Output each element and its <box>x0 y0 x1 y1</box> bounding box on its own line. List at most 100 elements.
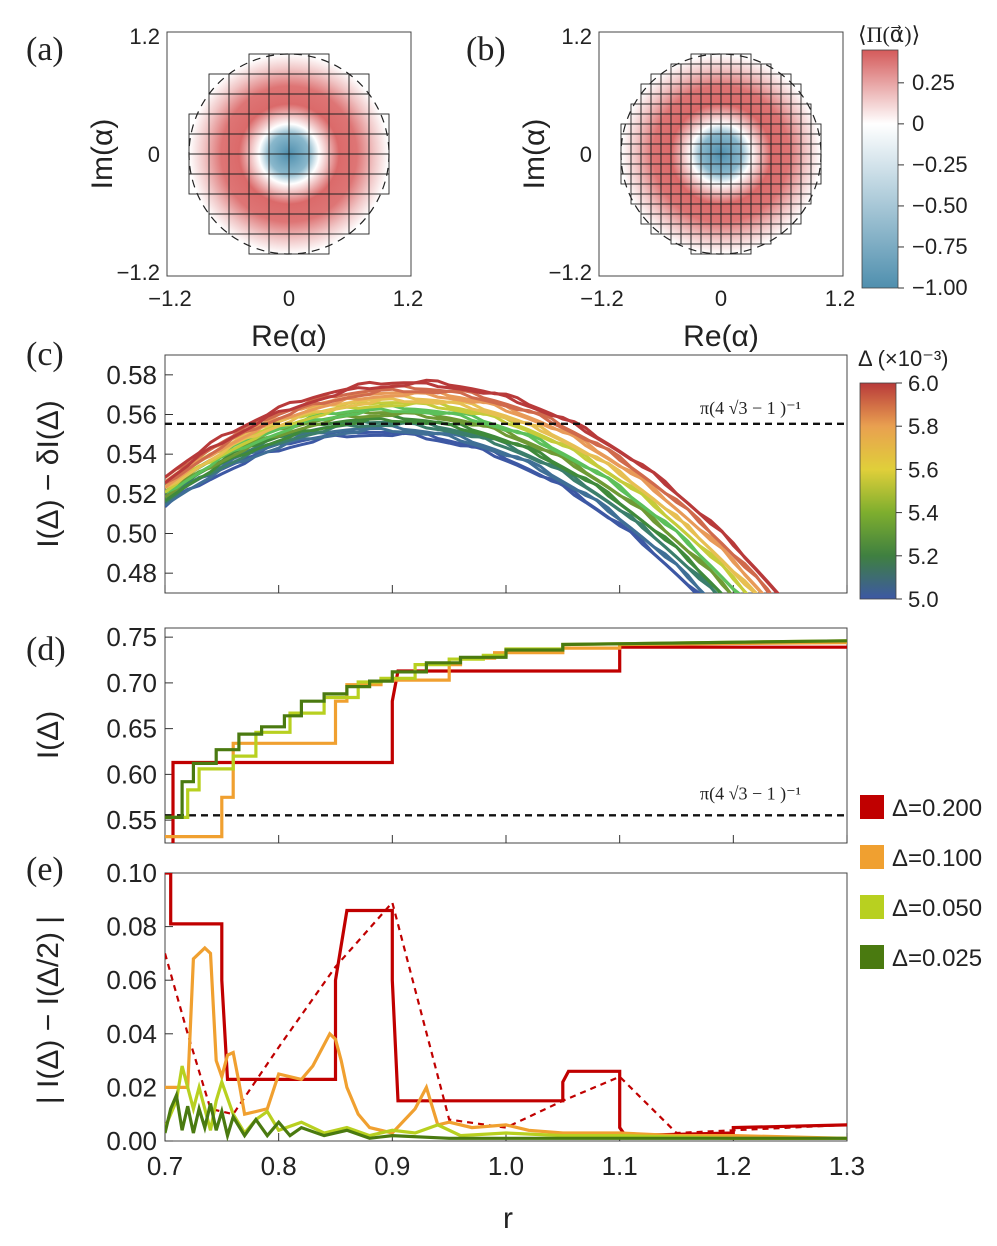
panel-a-xlabel: Re(α) <box>251 320 327 353</box>
panel-c: 0.480.500.520.540.560.58 π(4 √3 − 1 )⁻¹ … <box>32 346 949 612</box>
panel-a: 1.2 0 −1.2 −1.2 0 1.2 Re(α) Im(α) <box>86 24 423 353</box>
panel-b-ytick-bot: −1.2 <box>549 260 592 285</box>
panel-e: 0.00 0.02 0.04 0.06 0.08 0.10 0.7 0.8 0.9 1.0 1.1… <box>32 795 982 1235</box>
panel-d-series-line <box>171 645 847 843</box>
panel-c-lines <box>165 378 780 593</box>
panel-c-colorbar-ticks: 6.0 5.8 5.6 5.4 5.2 5.0 <box>896 371 939 612</box>
panel-b-grid-cell <box>760 63 772 75</box>
panel-c-series-line <box>165 431 702 593</box>
panel-e-xtick-label: 1.2 <box>715 1151 751 1181</box>
panel-label-a: (a) <box>26 31 64 68</box>
legend-swatch <box>860 945 884 969</box>
panel-e-ytick-label: 0.02 <box>106 1072 157 1102</box>
panel-a-grid-cell <box>308 53 330 75</box>
panel-e-ytick-label: 0.04 <box>106 1019 157 1049</box>
panel-c-series-line <box>165 387 771 593</box>
panel-b-grid-cell <box>740 53 752 65</box>
panel-e-series-line <box>165 1089 847 1141</box>
colorbar-b-tick-label: 0.25 <box>912 70 955 95</box>
panel-c-ytick-label: 0.54 <box>106 439 157 469</box>
colorbar-b-tick-label: 0 <box>912 111 924 136</box>
panel-b-grid-cell <box>790 83 802 95</box>
panel-c-ytick-label: 0.50 <box>106 519 157 549</box>
panel-b-xtick-left: −1.2 <box>580 286 623 311</box>
panel-a-xtick-left: −1.2 <box>148 286 191 311</box>
panel-c-series-line <box>165 381 780 593</box>
colorbar-b-tick-label: −1.00 <box>912 275 968 300</box>
panel-b-frame <box>598 31 844 277</box>
panel-d: 0.55 0.60 0.65 0.70 0.75 π(4 √3 − 1 )⁻¹ I(Δ) <box>32 622 848 844</box>
panel-c-colorbar-title: Δ (×10⁻³) <box>858 346 949 371</box>
panel-e-ytick-label: 0.00 <box>106 1126 157 1156</box>
panel-b-colorbar-title: ⟨Π(α⃗)⟩ <box>858 22 920 47</box>
panel-c-ytick-label: 0.52 <box>106 479 157 509</box>
panel-label-b: (b) <box>466 31 506 68</box>
panel-b-grid-cell <box>810 123 822 135</box>
legend-label: Δ=0.025 <box>892 945 982 972</box>
legend: Δ=0.200 Δ=0.100 Δ=0.050 Δ=0.025 <box>860 795 982 972</box>
panel-c-ytick-label: 0.48 <box>106 558 157 588</box>
panel-e-series-line <box>165 945 847 1140</box>
panel-b-colorbar <box>861 49 899 289</box>
panel-c-series-line <box>165 423 705 593</box>
panel-a-ytick-bot: −1.2 <box>117 260 160 285</box>
panel-b-grid-cell <box>780 73 792 85</box>
panel-e-series-line <box>165 900 847 1135</box>
panel-e-yticks: 0.00 0.02 0.04 0.06 0.08 0.10 <box>106 858 173 1156</box>
panel-e-xlabel: r <box>503 1202 513 1235</box>
panel-c-series-line <box>165 411 733 593</box>
panel-e-ytick-label: 0.10 <box>106 858 157 888</box>
panel-d-xticks <box>164 835 848 843</box>
panel-b-ylabel: Im(α) <box>518 119 551 190</box>
legend-label: Δ=0.100 <box>892 845 982 872</box>
panel-d-series-line <box>165 639 847 819</box>
panel-e-xticks: 0.7 0.8 0.9 1.0 1.1 1.2 1.3 <box>147 1133 865 1181</box>
panel-c-series-line <box>165 421 718 593</box>
panel-a-frame <box>166 31 412 277</box>
panel-c-ytick-label: 0.56 <box>106 400 157 430</box>
colorbar-c-tick-label: 5.2 <box>908 544 939 569</box>
panel-b-grid <box>620 53 822 255</box>
panel-b-ytick-mid: 0 <box>580 142 592 167</box>
panel-a-dashed-circle <box>188 53 390 255</box>
panel-a-grid-cell <box>348 73 370 95</box>
legend-swatch <box>860 795 884 819</box>
panel-e-series-line <box>165 873 847 1138</box>
panel-e-xtick-label: 1.3 <box>829 1151 865 1181</box>
panel-e-series-line <box>165 1065 847 1140</box>
panel-d-frame <box>164 627 848 844</box>
panel-d-ytick-label: 0.60 <box>106 759 157 789</box>
panel-b-xlabel: Re(α) <box>683 320 759 353</box>
panel-e-xtick-label: 0.8 <box>261 1151 297 1181</box>
colorbar-c-tick-label: 5.8 <box>908 414 939 439</box>
panel-e-ytick-label: 0.08 <box>106 912 157 942</box>
legend-label: Δ=0.050 <box>892 895 982 922</box>
panel-e-lines <box>165 873 847 1141</box>
panel-c-series-line <box>165 417 724 593</box>
colorbar-c-tick-label: 5.4 <box>908 501 939 526</box>
panel-d-ylabel: I(Δ) <box>32 711 65 759</box>
panel-c-reference-label: π(4 √3 − 1 )⁻¹ <box>700 398 801 419</box>
panel-b-xtick-right: 1.2 <box>825 286 856 311</box>
panel-c-ytick-label: 0.58 <box>106 360 157 390</box>
panel-c-xticks <box>164 585 848 593</box>
panel-d-ytick-label: 0.75 <box>106 622 157 652</box>
panel-a-grid <box>188 53 390 255</box>
panel-e-xtick-label: 1.0 <box>488 1151 524 1181</box>
panel-e-ylabel: | I(Δ) − I(Δ/2) | <box>32 916 65 1104</box>
panel-e-xtick-label: 0.9 <box>374 1151 410 1181</box>
panel-a-ylabel: Im(α) <box>86 119 119 190</box>
panel-a-ytick-top: 1.2 <box>129 24 160 49</box>
panel-d-reference-label: π(4 √3 − 1 )⁻¹ <box>700 783 801 804</box>
panel-label-c: (c) <box>26 336 64 373</box>
panel-e-xtick-label: 0.7 <box>147 1151 183 1181</box>
panel-b-dashed-circle <box>620 53 822 255</box>
panel-a-xtick-right: 1.2 <box>393 286 424 311</box>
panel-c-colorbar <box>859 382 897 600</box>
panel-b-grid-cell <box>800 103 812 115</box>
panel-label-d: (d) <box>26 631 66 668</box>
colorbar-b-tick-label: −0.75 <box>912 234 968 259</box>
colorbar-c-tick-label: 5.6 <box>908 457 939 482</box>
panel-label-e: (e) <box>26 851 64 888</box>
